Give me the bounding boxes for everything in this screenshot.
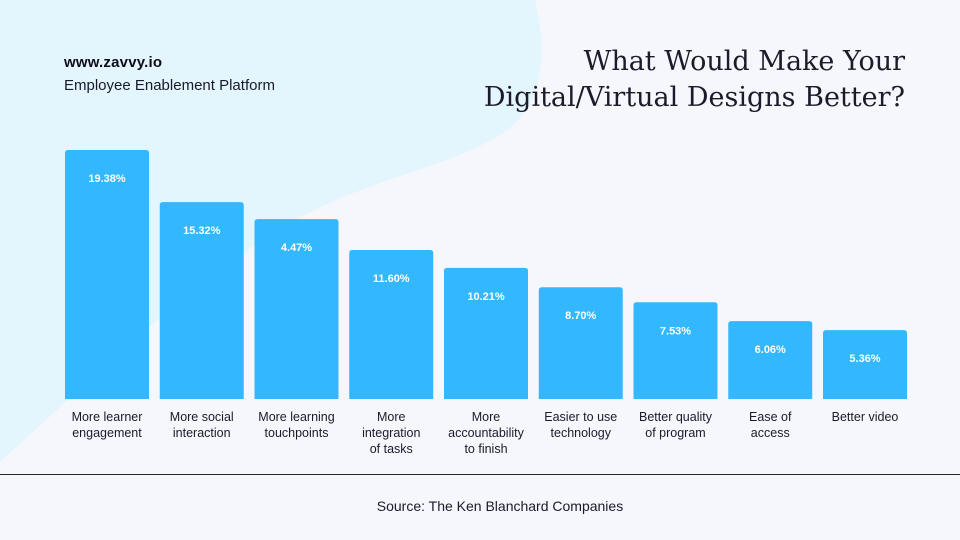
category-label-1-line-1: interaction xyxy=(173,426,231,440)
value-label-1: 15.32% xyxy=(183,225,221,237)
chart-title-line-1: What Would Make Your xyxy=(583,46,905,77)
bar-chart: 19.38% More learner engagement 15.32% More s… xyxy=(65,150,907,456)
category-label-4-line-1: accountability xyxy=(448,426,524,440)
category-label-7-line-0: Ease of xyxy=(749,410,792,424)
category-label-3-line-2: of tasks xyxy=(370,442,413,456)
bar-5 xyxy=(538,287,623,399)
footer-divider xyxy=(0,474,960,475)
category-label-3-line-0: More xyxy=(377,410,406,424)
category-label-1-line-0: More social xyxy=(170,410,234,424)
value-label-8: 5.36% xyxy=(849,353,880,365)
source-note: Source: The Ken Blanchard Companies xyxy=(376,498,624,514)
category-label-3-line-1: integration xyxy=(362,426,420,440)
bar-4 xyxy=(444,267,528,399)
category-label-2-line-1: touchpoints xyxy=(265,426,329,440)
bar-2 xyxy=(254,219,339,399)
category-label-4-line-2: to finish xyxy=(464,442,507,456)
value-label-0: 19.38% xyxy=(88,173,126,185)
category-label-5-line-1: technology xyxy=(551,426,612,440)
bar-0 xyxy=(65,150,149,399)
category-label-4-line-0: More xyxy=(472,410,501,424)
category-label-7-line-1: access xyxy=(751,426,790,440)
value-label-3: 11.60% xyxy=(373,273,410,285)
value-label-6: 7.53% xyxy=(660,325,691,337)
chart-title-line-2: Digital/Virtual Designs Better? xyxy=(483,82,905,113)
chart-title: What Would Make Your Digital/Virtual Des… xyxy=(445,44,905,116)
bar-8 xyxy=(823,330,907,399)
brand-url: www.zavvy.io xyxy=(64,54,163,71)
category-label-2-line-0: More learning xyxy=(258,410,334,424)
category-label-6-line-1: of program xyxy=(645,426,705,440)
bar-1 xyxy=(159,202,244,399)
value-label-7: 6.06% xyxy=(755,344,786,356)
category-label-6-line-0: Better quality xyxy=(639,410,713,424)
brand-tagline: Employee Enablement Platform xyxy=(64,77,275,94)
bar-6 xyxy=(633,302,718,399)
category-label-8-line-0: Better video xyxy=(832,410,899,424)
value-label-4: 10.21% xyxy=(467,291,505,303)
category-label-5-line-0: Easier to use xyxy=(544,410,617,424)
brand-block: www.zavvy.io Employee Enablement Platfor… xyxy=(64,54,275,94)
category-label-0-line-0: More learner xyxy=(72,410,143,424)
bar-3 xyxy=(349,249,434,399)
value-label-2: 4.47% xyxy=(281,242,312,254)
category-label-0-line-1: engagement xyxy=(72,426,142,440)
value-label-5: 8.70% xyxy=(565,310,596,322)
bar-7 xyxy=(728,321,813,399)
